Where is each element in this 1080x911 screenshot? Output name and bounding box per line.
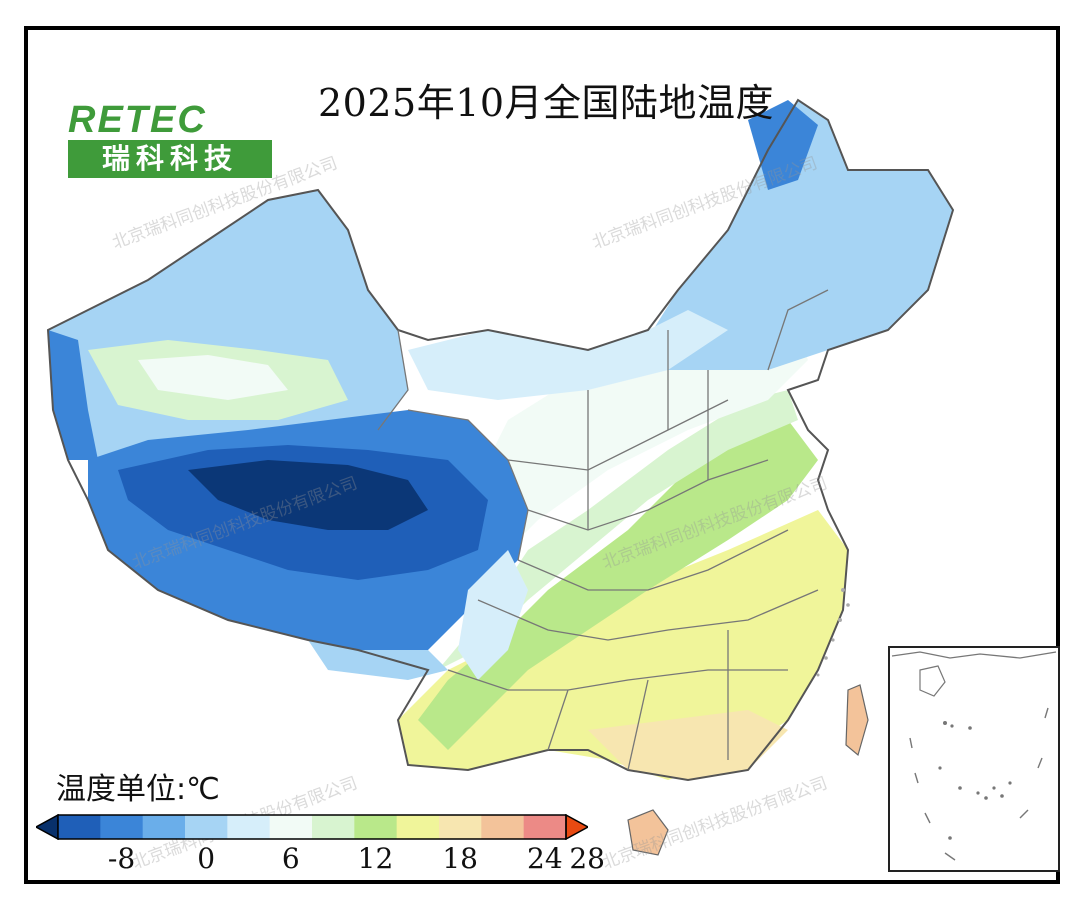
inset-map — [891, 651, 1057, 861]
legend-swatch — [227, 815, 271, 839]
retec-logo: RETEC 瑞科科技 — [68, 100, 272, 180]
unit-label: 温度单位:℃ — [56, 772, 220, 807]
map-frame: 2025年10月全国陆地温度 RETEC 瑞科科技 北京瑞科同创科技股份有限公司… — [24, 26, 1060, 884]
legend-swatch — [312, 815, 355, 839]
legend-outline — [57, 814, 567, 840]
legend-cap-high — [565, 814, 588, 840]
legend-swatch — [439, 815, 482, 839]
legend-swatch — [523, 815, 567, 839]
china-border — [46, 98, 955, 782]
region-xinjiang-west — [48, 330, 98, 460]
region-northeast-cold — [748, 100, 818, 190]
inset-dashes — [909, 707, 1049, 861]
region-inner-mongolia — [408, 310, 728, 400]
coastal-islands — [816, 588, 850, 677]
logo-wordmark: RETEC — [68, 99, 207, 141]
map-title: 2025年10月全国陆地温度 — [318, 81, 775, 125]
legend-swatch — [481, 815, 525, 839]
legend-swatch — [100, 815, 144, 839]
inset-islands — [938, 721, 1012, 840]
legend-swatch — [185, 815, 228, 839]
legend-tick-label: 18 — [442, 842, 478, 875]
legend-ticks: -8 0 6 12 18 24 28 — [36, 842, 605, 876]
legend-tick-label: 0 — [197, 842, 216, 875]
legend-swatch — [354, 815, 398, 839]
inset-coast — [891, 651, 1057, 659]
region-hainan — [627, 809, 669, 856]
legend-swatch — [58, 815, 101, 839]
legend-tick-label: 12 — [357, 842, 394, 875]
logo-name-cn: 瑞科科技 — [68, 140, 272, 178]
region-tibet-edge — [308, 640, 448, 680]
region-sichuan-edge — [458, 550, 528, 680]
legend-tick-label: 24 — [527, 842, 563, 875]
legend-tick-label: 6 — [281, 842, 300, 875]
region-tibet-coldest — [188, 460, 428, 530]
legend-swatch — [142, 815, 186, 839]
legend-tick-label: -8 — [107, 842, 136, 875]
inset-hainan — [919, 665, 946, 697]
legend-cap-low — [36, 814, 59, 840]
province-borders — [377, 289, 829, 771]
legend-tick-label: 28 — [569, 842, 605, 875]
temperature-map — [46, 98, 955, 856]
color-legend-bar — [36, 814, 588, 840]
south-china-sea-inset — [888, 646, 1060, 872]
region-taiwan — [845, 684, 869, 757]
region-central-green — [418, 420, 818, 750]
legend-swatch — [396, 815, 440, 839]
region-northeast — [628, 100, 953, 370]
region-tarim-core — [138, 355, 288, 400]
legend-swatch — [269, 815, 313, 839]
